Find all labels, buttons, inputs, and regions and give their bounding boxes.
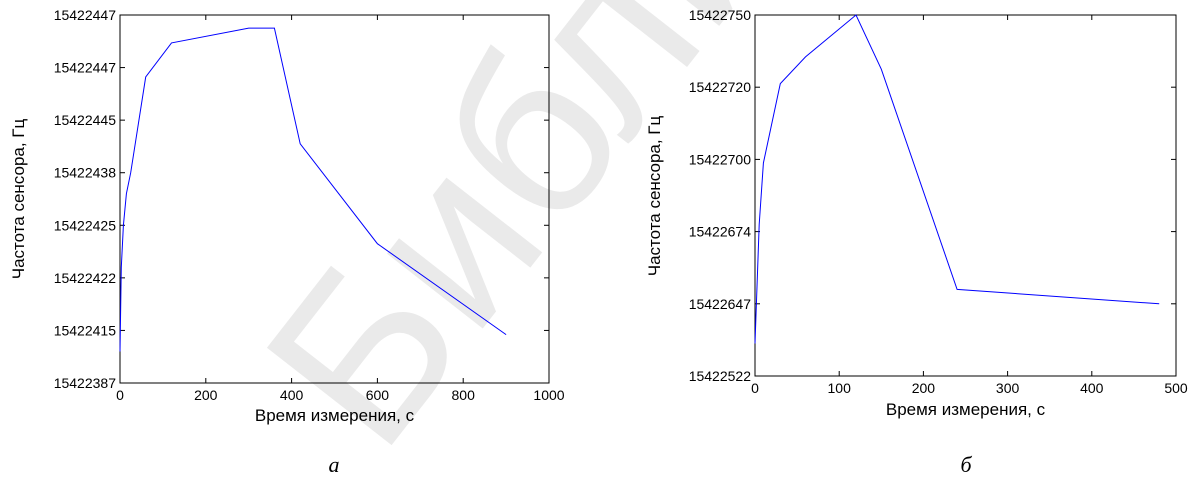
x-axis-label: Время измерения, с xyxy=(255,406,415,425)
y-tick-label: 15422422 xyxy=(54,270,117,286)
panel-label: а xyxy=(329,452,340,477)
y-axis-label: Частота сенсора, Гц xyxy=(9,118,28,279)
y-tick-label: 15422438 xyxy=(54,165,117,181)
y-tick-label: 15422447 xyxy=(54,7,117,23)
plot-area-frame xyxy=(754,14,1177,377)
x-tick-label: 200 xyxy=(912,380,936,396)
x-tick-label: 200 xyxy=(194,387,218,403)
series-line xyxy=(119,27,507,352)
y-tick-label: 15422700 xyxy=(689,151,752,167)
x-tick-label: 1000 xyxy=(533,387,564,403)
x-tick-label: 100 xyxy=(828,380,852,396)
chart-panel-a: 0 200 400 600 800 1000 15422387 15422415 1542242… xyxy=(9,7,565,477)
y-tick-label: 15422522 xyxy=(689,368,752,384)
x-tick-label: 500 xyxy=(1164,380,1188,396)
y-tick-label: 15422425 xyxy=(54,217,117,233)
x-axis-label: Время измерения, с xyxy=(886,400,1046,419)
x-tick-label: 0 xyxy=(751,380,759,396)
y-tick-label: 15422447 xyxy=(54,60,117,76)
x-tick-label: 400 xyxy=(1080,380,1104,396)
x-tick-label: 600 xyxy=(366,387,390,403)
panel-label: б xyxy=(960,452,972,477)
plot-area-frame xyxy=(119,14,550,384)
x-tick-label: 800 xyxy=(452,387,476,403)
y-tick-label: 15422720 xyxy=(689,79,752,95)
series-line xyxy=(754,14,1160,344)
y-tick-label: 15422647 xyxy=(689,296,752,312)
x-tick-label: 0 xyxy=(116,387,124,403)
y-tick-label: 15422387 xyxy=(54,375,117,391)
y-axis-label: Частота сенсора, Гц xyxy=(645,115,664,276)
y-tick-label: 15422750 xyxy=(689,7,752,23)
y-tick-label: 15422445 xyxy=(54,112,117,128)
y-tick-label: 15422415 xyxy=(54,322,117,338)
y-tick-label: 15422674 xyxy=(689,224,752,240)
x-tick-label: 300 xyxy=(996,380,1020,396)
chart-panel-b: 0 100 200 300 400 500 15422522 15422647 15422674… xyxy=(645,7,1188,477)
x-tick-label: 400 xyxy=(280,387,304,403)
